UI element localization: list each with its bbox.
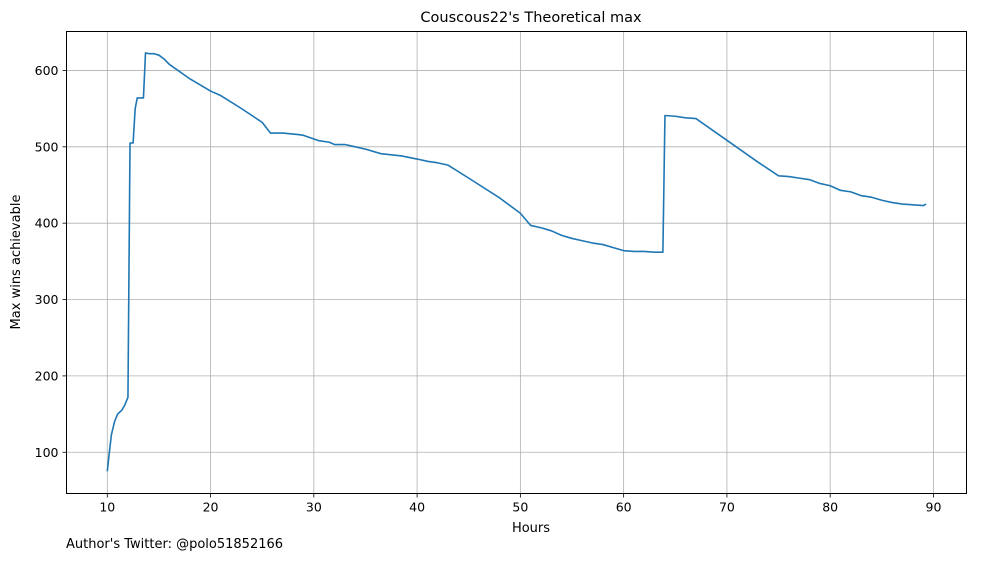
- gridlines: [66, 31, 967, 494]
- x-tick-label: 50: [512, 500, 528, 515]
- series-line: [106, 52, 927, 472]
- plot-frame: [66, 31, 967, 494]
- x-tick-label: 30: [306, 500, 322, 515]
- x-tick-label: 90: [926, 500, 942, 515]
- x-tick-label: 20: [203, 500, 219, 515]
- x-tick-label: 80: [822, 500, 838, 515]
- y-tick-label: 400: [35, 216, 59, 231]
- author-credit: Author's Twitter: @polo51852166: [66, 537, 284, 552]
- x-axis-label: Hours: [512, 521, 550, 536]
- y-axis-label: Max wins achievable: [9, 195, 24, 330]
- y-tick-label: 300: [35, 292, 59, 307]
- y-tick-label: 600: [35, 63, 59, 78]
- x-tick-label: 40: [409, 500, 425, 515]
- y-tick-label: 200: [35, 368, 59, 383]
- x-tick-label: 60: [616, 500, 632, 515]
- axis-ticks: 10 20 30 40 50 60 70 80 90 100 200 300 400 500 600: [35, 63, 942, 515]
- x-tick-label: 10: [99, 500, 115, 515]
- chart-title: Couscous22's Theoretical max: [420, 10, 642, 26]
- y-tick-label: 500: [35, 139, 59, 154]
- x-tick-label: 70: [719, 500, 735, 515]
- y-tick-label: 100: [35, 445, 59, 460]
